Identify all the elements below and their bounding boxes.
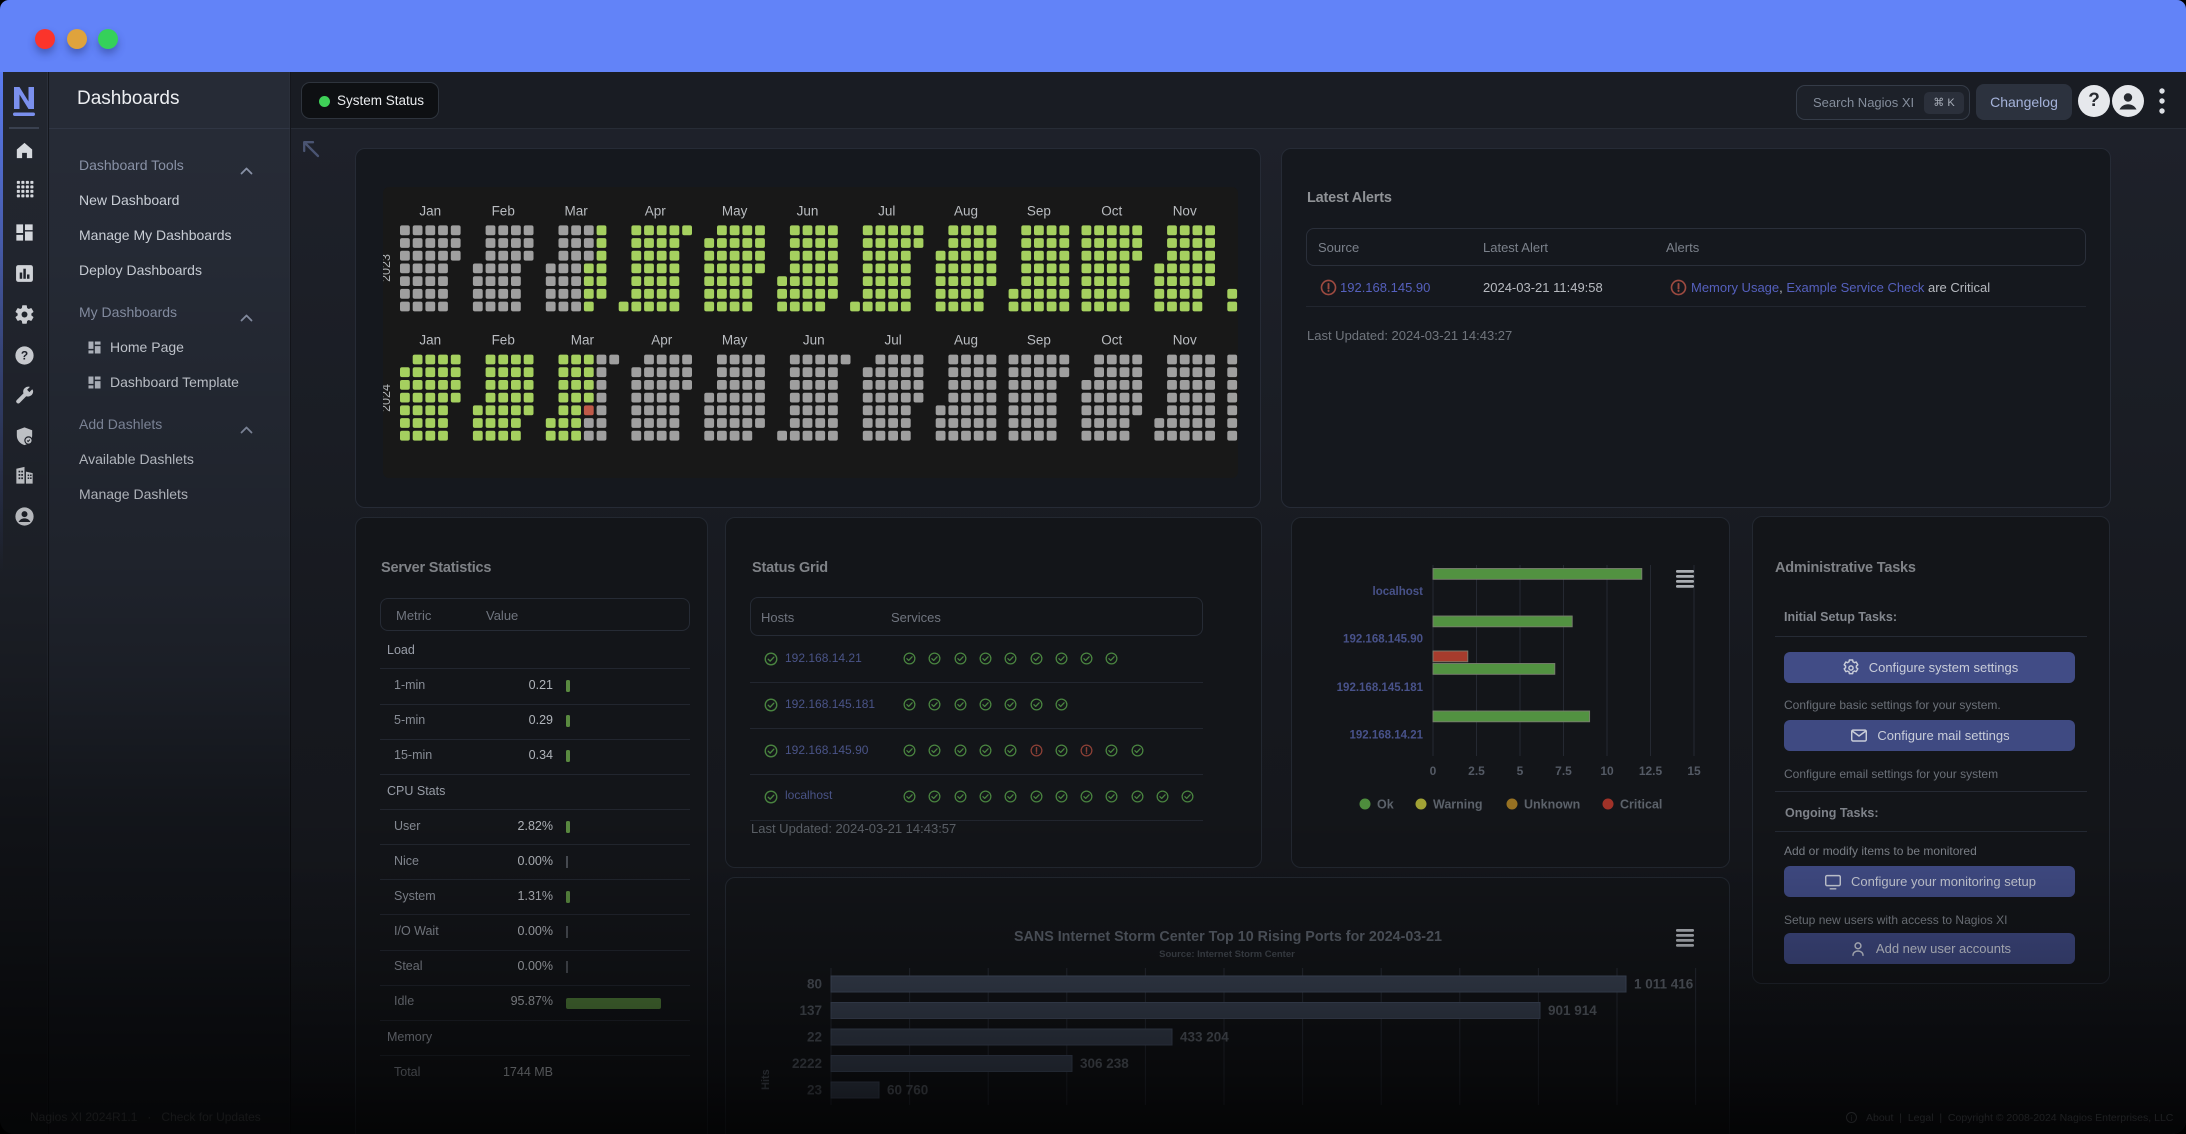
- svg-text:localhost: localhost: [1373, 586, 1424, 598]
- svg-text:2024: 2024: [383, 384, 393, 412]
- svg-text:2.5: 2.5: [1468, 764, 1485, 778]
- svg-text:Jan: Jan: [419, 333, 441, 348]
- svg-text:5: 5: [1517, 764, 1524, 778]
- svg-text:Mar: Mar: [564, 204, 588, 219]
- svg-text:2023: 2023: [383, 254, 393, 282]
- svg-text:Nov: Nov: [1173, 204, 1197, 219]
- svg-text:May: May: [722, 204, 748, 219]
- svg-text:137: 137: [799, 1003, 822, 1018]
- svg-text:Sep: Sep: [1027, 204, 1051, 219]
- svg-text:Source: Internet Storm Center: Source: Internet Storm Center: [1159, 949, 1295, 960]
- svg-text:Feb: Feb: [492, 333, 515, 348]
- svg-text:Jan: Jan: [419, 204, 441, 219]
- svg-text:Mar: Mar: [571, 333, 595, 348]
- svg-text:Critical: Critical: [1620, 798, 1662, 812]
- svg-text:Hits: Hits: [760, 1069, 772, 1090]
- svg-text:Nov: Nov: [1173, 333, 1197, 348]
- svg-text:Jul: Jul: [878, 204, 895, 219]
- svg-text:433 204: 433 204: [1180, 1030, 1229, 1045]
- svg-text:Jun: Jun: [803, 333, 825, 348]
- svg-text:Sep: Sep: [1027, 333, 1051, 348]
- svg-text:192.168.14.21: 192.168.14.21: [1349, 730, 1423, 742]
- svg-text:Aug: Aug: [954, 333, 978, 348]
- svg-text:22: 22: [807, 1030, 822, 1045]
- svg-text:Unknown: Unknown: [1524, 798, 1580, 812]
- svg-text:Apr: Apr: [645, 204, 667, 219]
- svg-text:0: 0: [1430, 764, 1437, 778]
- svg-text:80: 80: [807, 977, 822, 992]
- svg-text:1 011 416: 1 011 416: [1634, 977, 1694, 992]
- svg-text:192.168.145.90: 192.168.145.90: [1343, 634, 1423, 646]
- svg-text:Apr: Apr: [651, 333, 673, 348]
- svg-text:12.5: 12.5: [1639, 764, 1663, 778]
- svg-text:60 760: 60 760: [887, 1083, 928, 1098]
- svg-text:7.5: 7.5: [1555, 764, 1572, 778]
- svg-text:Jul: Jul: [884, 333, 901, 348]
- svg-text:Jun: Jun: [797, 204, 819, 219]
- svg-text:Oct: Oct: [1101, 204, 1122, 219]
- svg-text:Aug: Aug: [954, 204, 978, 219]
- svg-text:10: 10: [1600, 764, 1614, 778]
- svg-text:Warning: Warning: [1433, 798, 1483, 812]
- svg-text:901 914: 901 914: [1548, 1003, 1597, 1018]
- svg-text:?: ?: [20, 348, 27, 362]
- svg-text:Ok: Ok: [1377, 798, 1394, 812]
- svg-text:Feb: Feb: [492, 204, 515, 219]
- svg-text:192.168.145.181: 192.168.145.181: [1337, 682, 1424, 694]
- svg-text:Oct: Oct: [1101, 333, 1122, 348]
- svg-text:23: 23: [807, 1083, 823, 1098]
- svg-text:2222: 2222: [792, 1056, 822, 1071]
- svg-text:May: May: [722, 333, 748, 348]
- svg-text:306 238: 306 238: [1080, 1056, 1129, 1071]
- svg-text:SANS Internet Storm Center Top: SANS Internet Storm Center Top 10 Rising…: [1014, 929, 1442, 945]
- svg-text:15: 15: [1687, 764, 1701, 778]
